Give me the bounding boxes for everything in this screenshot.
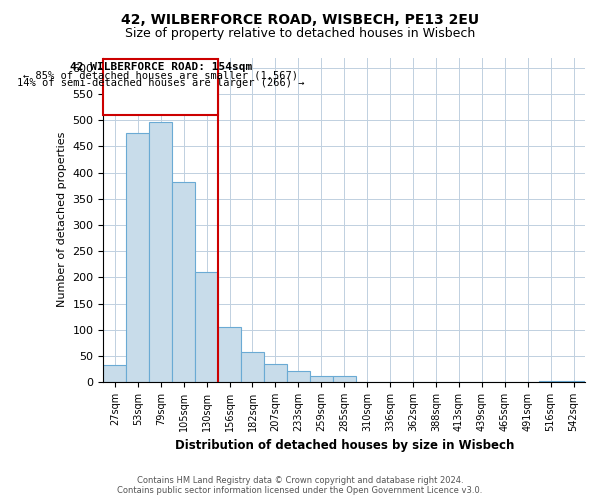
Bar — [287, 370, 310, 382]
Text: 42, WILBERFORCE ROAD, WISBECH, PE13 2EU: 42, WILBERFORCE ROAD, WISBECH, PE13 2EU — [121, 12, 479, 26]
Bar — [562, 381, 585, 382]
Bar — [264, 364, 287, 382]
Bar — [241, 352, 264, 382]
Text: ← 85% of detached houses are smaller (1,567): ← 85% of detached houses are smaller (1,… — [23, 70, 298, 80]
Bar — [127, 134, 149, 382]
Bar — [310, 376, 333, 382]
Bar — [539, 381, 562, 382]
Bar — [103, 58, 218, 115]
Bar — [195, 272, 218, 382]
Bar — [149, 122, 172, 382]
Text: 42 WILBERFORCE ROAD: 154sqm: 42 WILBERFORCE ROAD: 154sqm — [70, 62, 252, 72]
Bar — [172, 182, 195, 382]
Bar — [218, 326, 241, 382]
Y-axis label: Number of detached properties: Number of detached properties — [57, 132, 67, 308]
X-axis label: Distribution of detached houses by size in Wisbech: Distribution of detached houses by size … — [175, 440, 514, 452]
Text: Contains HM Land Registry data © Crown copyright and database right 2024.
Contai: Contains HM Land Registry data © Crown c… — [118, 476, 482, 495]
Text: Size of property relative to detached houses in Wisbech: Size of property relative to detached ho… — [125, 28, 475, 40]
Text: 14% of semi-detached houses are larger (266) →: 14% of semi-detached houses are larger (… — [17, 78, 304, 88]
Bar — [103, 366, 127, 382]
Bar — [333, 376, 356, 382]
